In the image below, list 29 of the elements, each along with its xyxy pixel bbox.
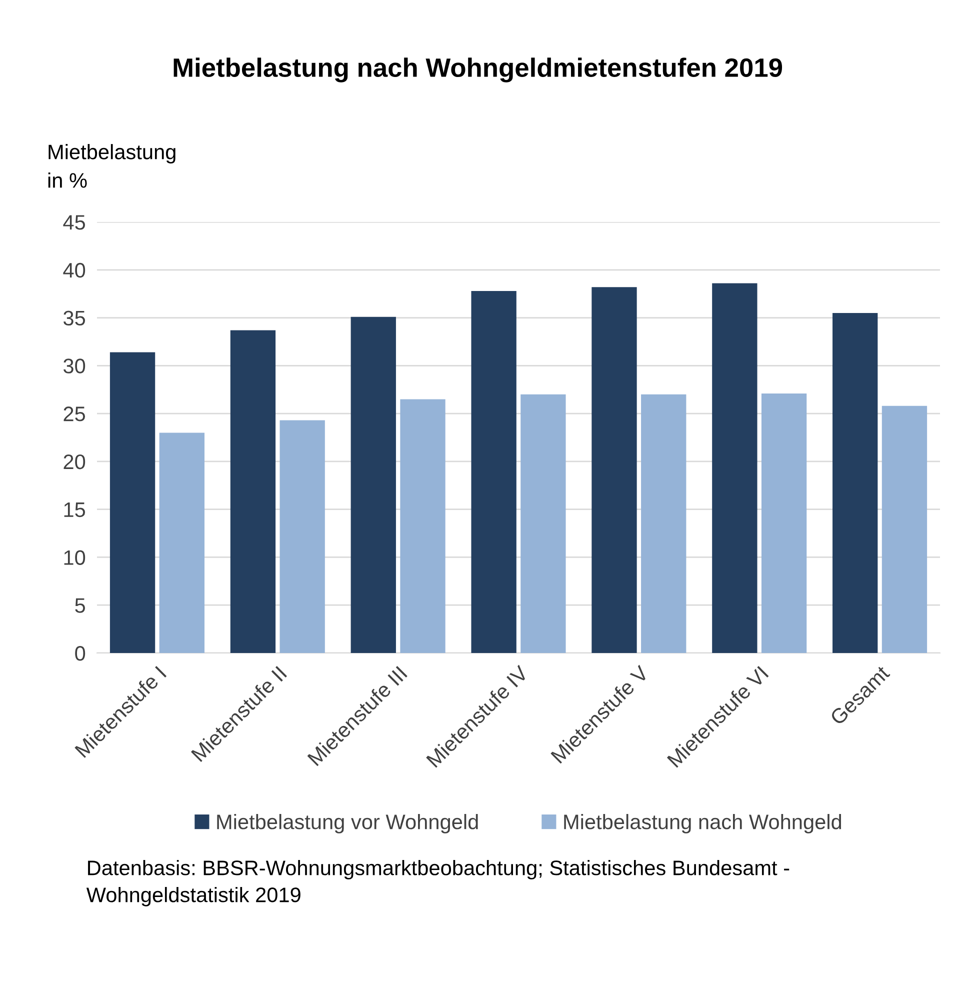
y-tick-label: 25 xyxy=(64,406,86,422)
y-tick-label: 5 xyxy=(75,598,86,613)
bar xyxy=(400,399,446,653)
bar xyxy=(230,330,276,653)
y-tick-label: 20 xyxy=(64,454,86,470)
legend-label: Mietbelastung nach Wohngeld xyxy=(564,814,842,834)
y-axis-title: Mietbelastung in % xyxy=(48,144,176,188)
bar xyxy=(641,394,686,653)
text: Datenbasis: BBSR-Wohnungsmarktbeobachtung; Statistisches Bundesamt - Wohngeldstatistik 2019 xyxy=(86,860,790,906)
bar xyxy=(832,312,878,653)
bar xyxy=(520,394,566,653)
bar xyxy=(592,287,637,653)
bar xyxy=(712,283,758,653)
y-tick-label: 0 xyxy=(75,646,86,661)
bar xyxy=(350,316,396,653)
y-tick-label: 15 xyxy=(64,502,86,518)
bar xyxy=(159,432,204,653)
y-tick-label: 35 xyxy=(64,310,86,326)
y-tick-label: 10 xyxy=(64,550,86,565)
bar xyxy=(110,352,156,653)
bar xyxy=(761,393,807,653)
bar xyxy=(882,406,928,653)
y-tick-label: 40 xyxy=(63,262,86,278)
bar xyxy=(471,290,516,653)
y-tick-label: 30 xyxy=(64,358,86,374)
y-tick-label: 45 xyxy=(63,215,86,230)
chart-title: Mietbelastung nach Wohngeldmietenstufen 2019 xyxy=(174,58,782,82)
legend-label: Mietbelastung vor Wohngeld xyxy=(217,814,478,834)
bar xyxy=(280,420,325,653)
